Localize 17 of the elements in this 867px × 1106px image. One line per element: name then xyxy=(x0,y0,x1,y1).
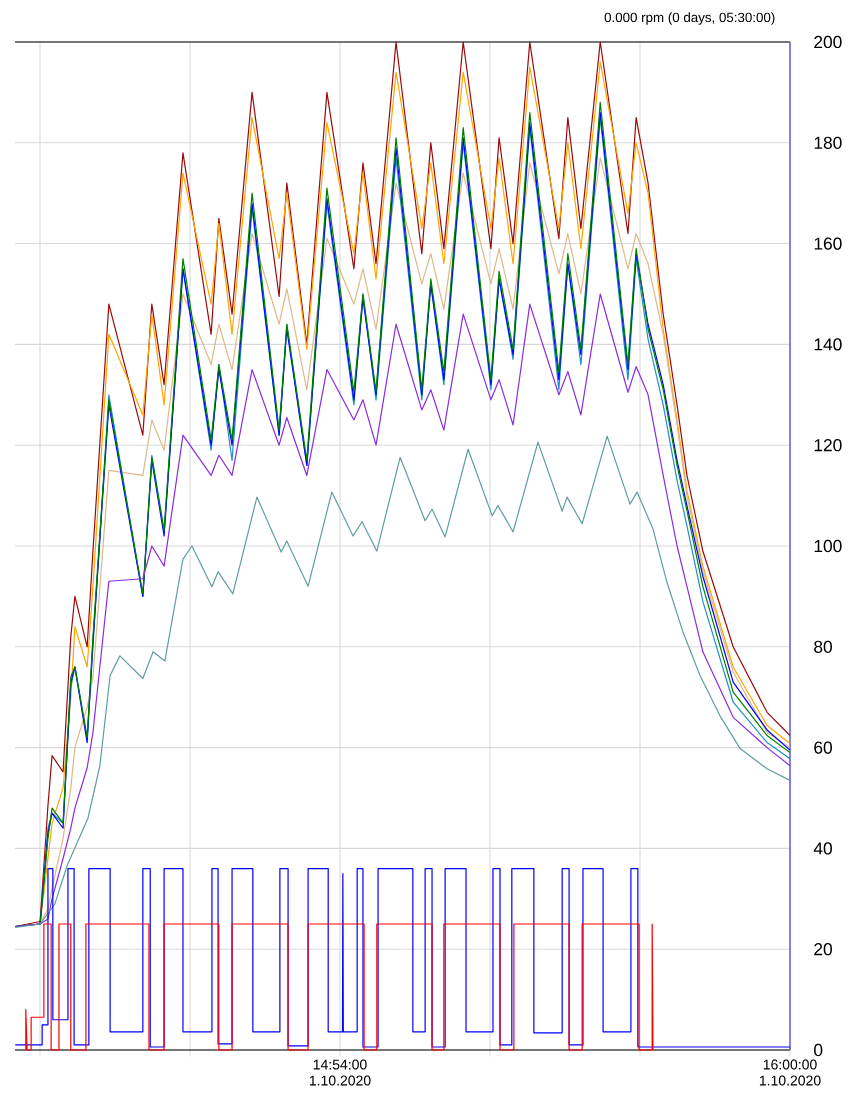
y-tick-label: 60 xyxy=(814,741,832,754)
x-tick-label: 14:54:00 1.10.2020 xyxy=(309,1059,371,1086)
x-tick-label: 16:00:00 1.10.2020 xyxy=(759,1059,821,1086)
line-series xyxy=(14,435,791,929)
y-tick-label: 100 xyxy=(814,539,842,553)
y-tick-label: 120 xyxy=(814,439,842,452)
y-tick-label: 200 xyxy=(814,35,842,49)
y-tick-label: 180 xyxy=(814,136,842,149)
y-tick-label: 20 xyxy=(814,943,832,956)
y-tick-label: 80 xyxy=(814,640,832,653)
y-tick-label: 40 xyxy=(813,842,832,855)
text: 0.000 rpm (0 days, 05:30:00) xyxy=(604,12,775,25)
y-tick-label: 140 xyxy=(814,338,842,351)
line-series xyxy=(25,923,654,1051)
y-tick-label: 0 xyxy=(814,1043,823,1057)
line-series xyxy=(14,293,791,928)
y-tick-label: 160 xyxy=(814,237,842,250)
